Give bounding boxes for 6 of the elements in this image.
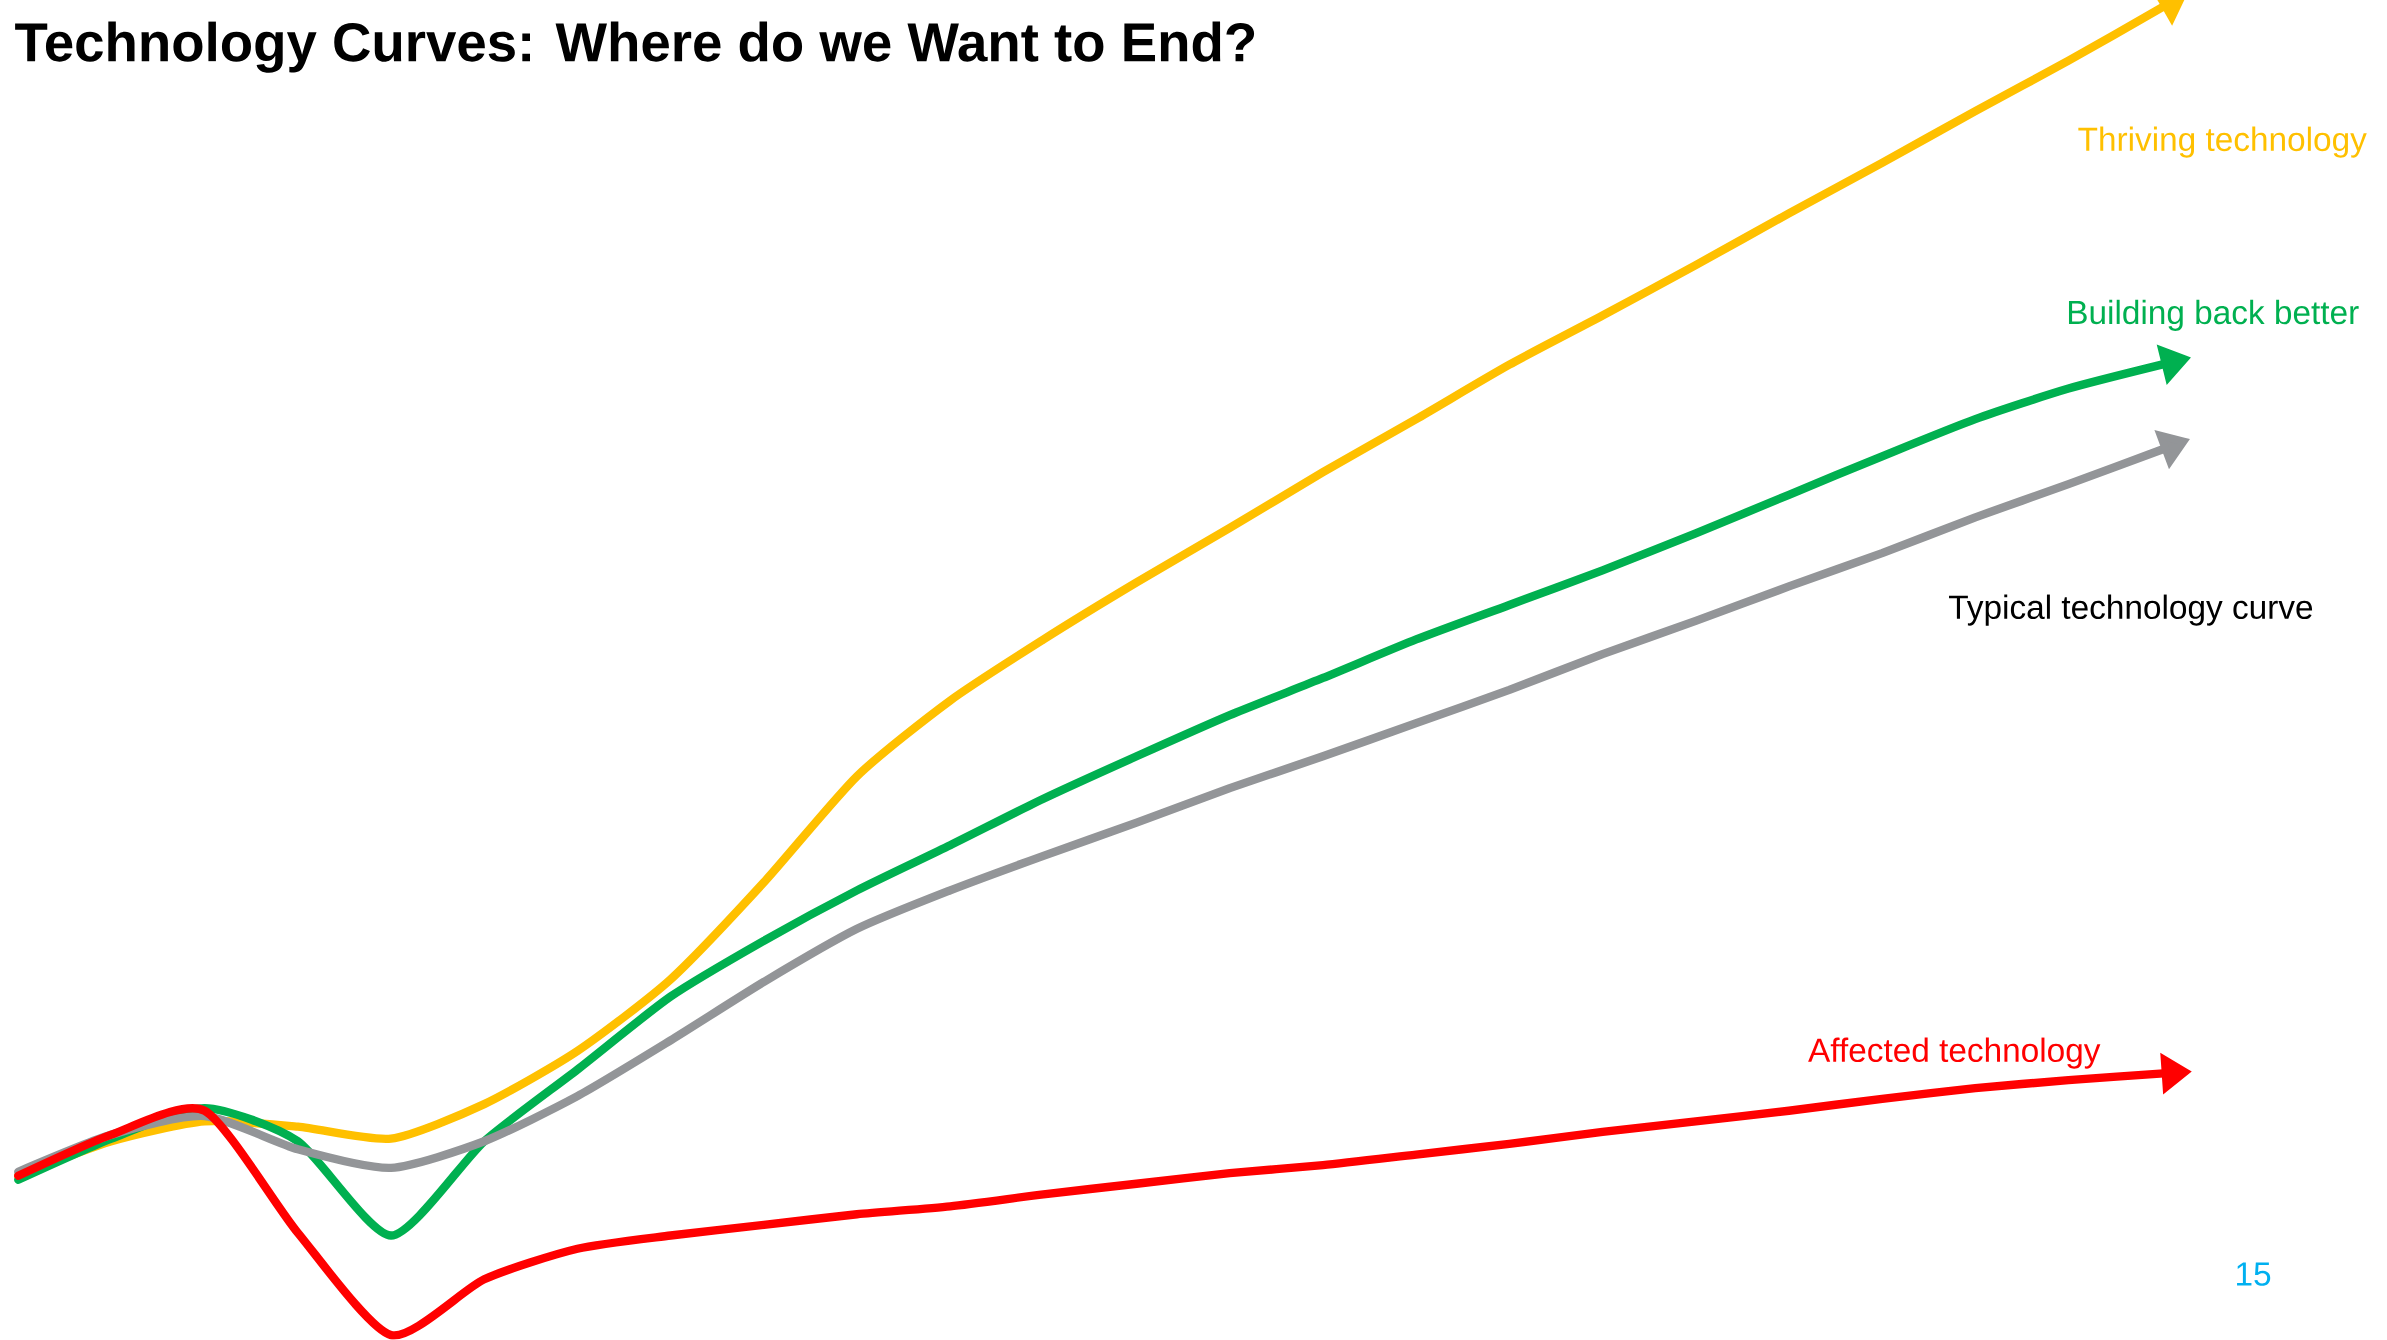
series-label: Building back better (2068, 299, 2359, 332)
series-label: Thriving technology (2078, 126, 2367, 158)
chart-title: Technology Curves: Where do we Want to End? (15, 21, 1255, 73)
series-label: Affected technology (1808, 1037, 2101, 1069)
text: 15 (2237, 1262, 2271, 1286)
series-label: Typical technology curve (1949, 594, 2313, 626)
